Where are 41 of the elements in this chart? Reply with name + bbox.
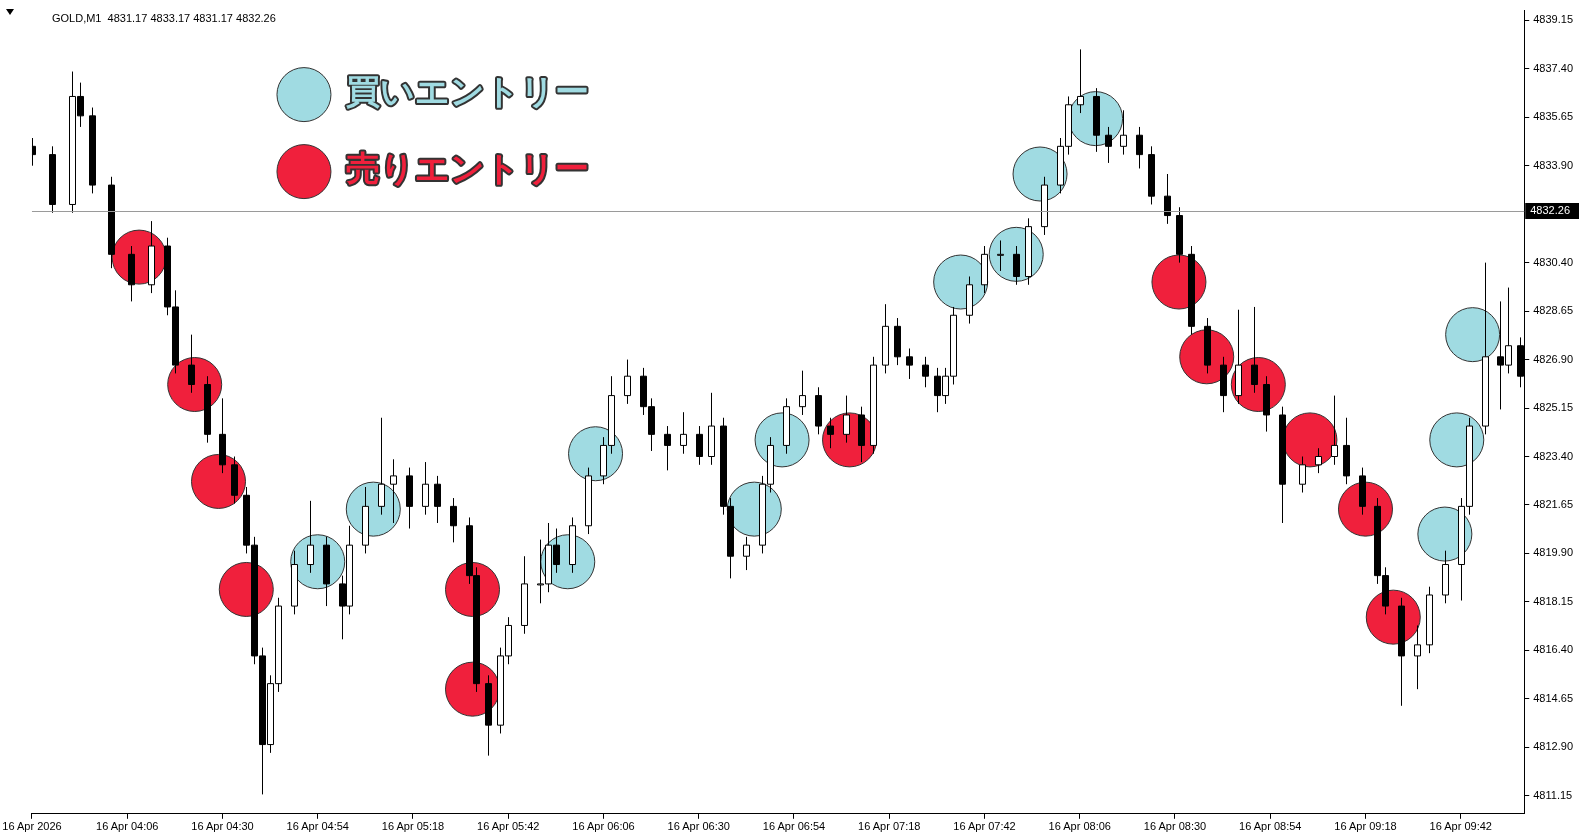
x-tick-label: 16 Apr 08:30 <box>1143 820 1207 833</box>
candlestick <box>906 348 913 380</box>
y-tick-label: 4811.15 <box>1533 788 1573 801</box>
legend-label: 売りエントリー <box>345 148 589 189</box>
y-tick-label: 4828.65 <box>1533 304 1573 317</box>
y-tick-label: 4814.65 <box>1533 691 1573 704</box>
y-tick-label: 4816.40 <box>1533 643 1573 656</box>
x-tick-label: 16 Apr 08:06 <box>1048 820 1111 833</box>
candlestick <box>843 395 850 444</box>
y-tick-label: 4837.40 <box>1533 61 1573 74</box>
x-tick-label: 16 Apr 06:30 <box>667 820 730 833</box>
y-tick-label: 4812.90 <box>1533 740 1573 753</box>
x-tick-label: 16 Apr 09:18 <box>1334 820 1397 833</box>
x-tick-label: 16 Apr 09:42 <box>1429 820 1492 833</box>
x-tick-label: 16 Apr 05:42 <box>477 820 540 833</box>
x-tick-label: 16 Apr 07:18 <box>858 820 921 833</box>
ref-line-label: 4832.26 <box>1530 204 1570 217</box>
y-tick-label: 4833.90 <box>1533 158 1573 171</box>
point <box>1445 307 1501 363</box>
y-tick-label: 4823.40 <box>1533 449 1573 462</box>
y-tick-label: 4830.40 <box>1533 255 1573 268</box>
y-tick-label: 4819.90 <box>1533 546 1573 559</box>
y-tick-label: 4825.15 <box>1533 401 1573 414</box>
chart-title: GOLD,M1 4831.17 4833.17 4831.17 4832.26 <box>51 11 276 24</box>
x-tick-label: 16 Apr 04:30 <box>191 820 254 833</box>
x-tick-label: 16 Apr 05:18 <box>381 820 445 833</box>
x-tick-label: 16 Apr 08:54 <box>1239 820 1302 833</box>
x-tick-label: 16 Apr 07:42 <box>953 820 1016 833</box>
y-tick-label: 4835.65 <box>1533 110 1573 123</box>
candlestick <box>1299 456 1306 494</box>
legend-label: 買いエントリー <box>345 71 589 112</box>
y-tick-label: 4821.65 <box>1533 498 1573 511</box>
x-tick-label: 16 Apr 04:54 <box>286 820 349 833</box>
x-tick-label: 16 Apr 06:54 <box>762 820 826 833</box>
x-tick-label: 16 Apr 06:06 <box>572 820 635 833</box>
x-tick-label: 16 Apr 04:06 <box>96 820 159 833</box>
x-tick-label: 16 Apr 2026 <box>2 820 62 833</box>
y-tick-label: 4826.90 <box>1533 352 1573 365</box>
candlestick <box>390 458 397 524</box>
y-tick-label: 4839.15 <box>1533 13 1573 26</box>
y-tick-label: 4818.15 <box>1533 594 1573 607</box>
